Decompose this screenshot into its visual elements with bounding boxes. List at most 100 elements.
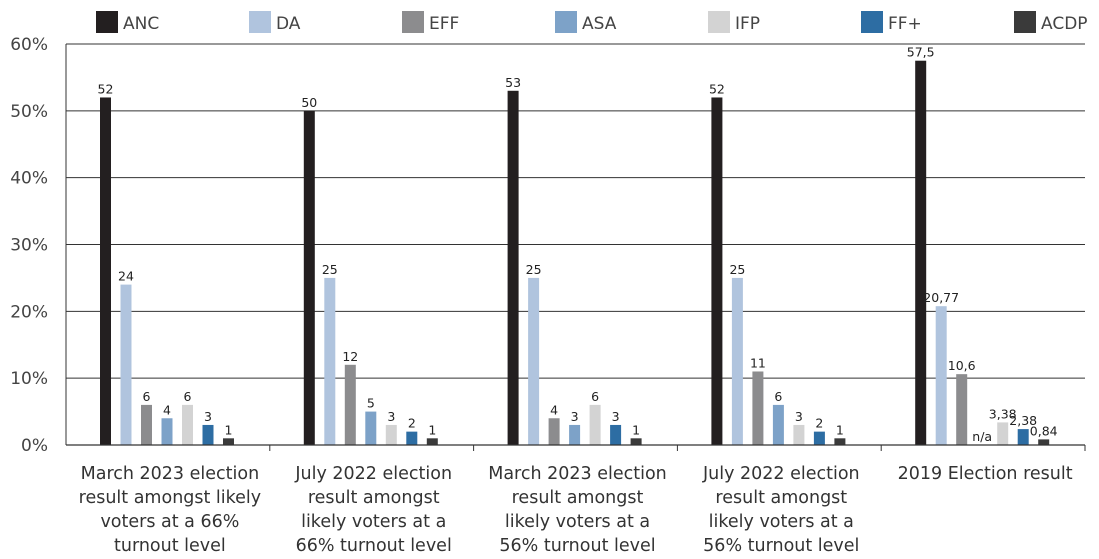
legend-label: ASA — [582, 14, 617, 34]
data-label: 6 — [774, 389, 782, 404]
data-label: 11 — [750, 355, 766, 370]
data-label: 3,38 — [989, 406, 1017, 421]
y-tick-label: 10% — [10, 369, 48, 389]
data-label: 2,38 — [1009, 413, 1037, 428]
legend-label: DA — [276, 14, 301, 34]
data-label: 0,84 — [1030, 423, 1058, 438]
data-label: 1 — [428, 422, 436, 437]
bar-anc — [100, 97, 111, 445]
x-tick-label: March 2023 election — [488, 464, 667, 484]
data-label: 4 — [550, 402, 558, 417]
bar-asa — [569, 424, 581, 445]
x-tick-label: result amongst — [308, 488, 440, 508]
data-label: 10,6 — [948, 358, 976, 373]
bar-asa — [161, 418, 173, 445]
bar-ifp — [182, 404, 193, 445]
data-label: 20,77 — [923, 290, 959, 305]
bar-acdp — [223, 438, 234, 445]
bar-eff — [548, 418, 560, 445]
x-tick-label: July 2022 election — [294, 464, 452, 484]
legend-swatch — [249, 11, 271, 33]
x-tick-label: result amongst likely — [79, 488, 262, 508]
data-label: 52 — [98, 81, 114, 96]
bar-eff — [752, 371, 764, 445]
data-label: 6 — [143, 389, 151, 404]
bar-da — [120, 284, 132, 445]
data-label: 2 — [815, 416, 823, 431]
data-label: 3 — [571, 409, 579, 424]
bar-ifp — [793, 424, 805, 445]
data-label: 1 — [836, 422, 844, 437]
data-label: 5 — [367, 396, 375, 411]
legend-swatch — [861, 11, 883, 33]
y-tick-label: 60% — [10, 35, 48, 55]
legend-swatch — [96, 11, 118, 33]
data-label: 3 — [612, 409, 620, 424]
bar-ffplus — [406, 431, 418, 445]
data-label: 50 — [301, 95, 317, 110]
y-axis: 0% 10% 20% 30% 40% 50% 60% — [10, 35, 67, 456]
bar-ffplus — [813, 431, 825, 445]
bar-eff — [344, 364, 356, 445]
y-tick-label: 50% — [10, 102, 48, 122]
bar-ffplus — [1017, 429, 1029, 445]
bar-acdp — [630, 438, 642, 445]
bar-acdp — [426, 438, 438, 445]
data-label: 1 — [225, 422, 233, 437]
x-tick-label: 2019 Election result — [898, 464, 1073, 484]
x-tick-label: result amongst — [512, 488, 644, 508]
data-label: 53 — [505, 75, 521, 90]
legend-label: ANC — [123, 14, 159, 34]
bar-anc — [711, 97, 723, 445]
x-tick-label: likely voters at a — [301, 512, 446, 532]
x-tick-label: turnout level — [114, 536, 226, 556]
x-tick-label: July 2022 election — [702, 464, 860, 484]
bar-asa — [772, 404, 784, 445]
bar-ffplus — [202, 424, 214, 445]
x-tick-label: 56% turnout level — [703, 536, 859, 556]
bar-anc — [915, 60, 927, 445]
x-tick-label: voters at a 66% — [100, 512, 239, 532]
data-label: 3 — [204, 409, 212, 424]
y-tick-label: 0% — [21, 436, 48, 456]
y-tick-label: 40% — [10, 169, 48, 189]
legend-swatch — [402, 11, 424, 33]
bar-ifp — [997, 422, 1009, 445]
bar-ffplus — [610, 424, 622, 445]
x-tick-label: likely voters at a — [709, 512, 854, 532]
bar-asa — [365, 411, 377, 445]
bar-ifp — [589, 404, 601, 445]
bar-da — [731, 277, 743, 445]
data-label: 2 — [408, 416, 416, 431]
x-tick-label: result amongst — [715, 488, 847, 508]
x-tick-label: 66% turnout level — [296, 536, 452, 556]
legend-label: FF+ — [888, 14, 922, 34]
data-label: 25 — [322, 262, 338, 277]
bar-da — [528, 277, 540, 445]
data-label: 25 — [729, 262, 745, 277]
bar-anc — [303, 110, 315, 445]
data-label: 1 — [632, 422, 640, 437]
data-label: 3 — [387, 409, 395, 424]
y-tick-label: 30% — [10, 236, 48, 256]
bar-da — [935, 306, 947, 445]
x-axis: March 2023 election result amongst likely… — [66, 444, 1086, 556]
legend-swatch — [708, 11, 730, 33]
data-label: 4 — [163, 402, 171, 417]
bar-acdp — [1038, 439, 1050, 445]
data-label: 24 — [118, 269, 134, 284]
data-label: n/a — [972, 429, 992, 444]
data-label: 12 — [342, 349, 358, 364]
data-label: 6 — [184, 389, 192, 404]
data-label: 6 — [591, 389, 599, 404]
bar-eff — [141, 404, 152, 445]
bar-anc — [507, 90, 519, 446]
legend-swatch — [1014, 11, 1036, 33]
data-label: 57,5 — [907, 45, 935, 60]
bar-da — [324, 277, 336, 445]
legend-label: EFF — [429, 14, 459, 34]
legend-label: ACDP — [1041, 14, 1088, 34]
gridlines — [66, 43, 1085, 379]
